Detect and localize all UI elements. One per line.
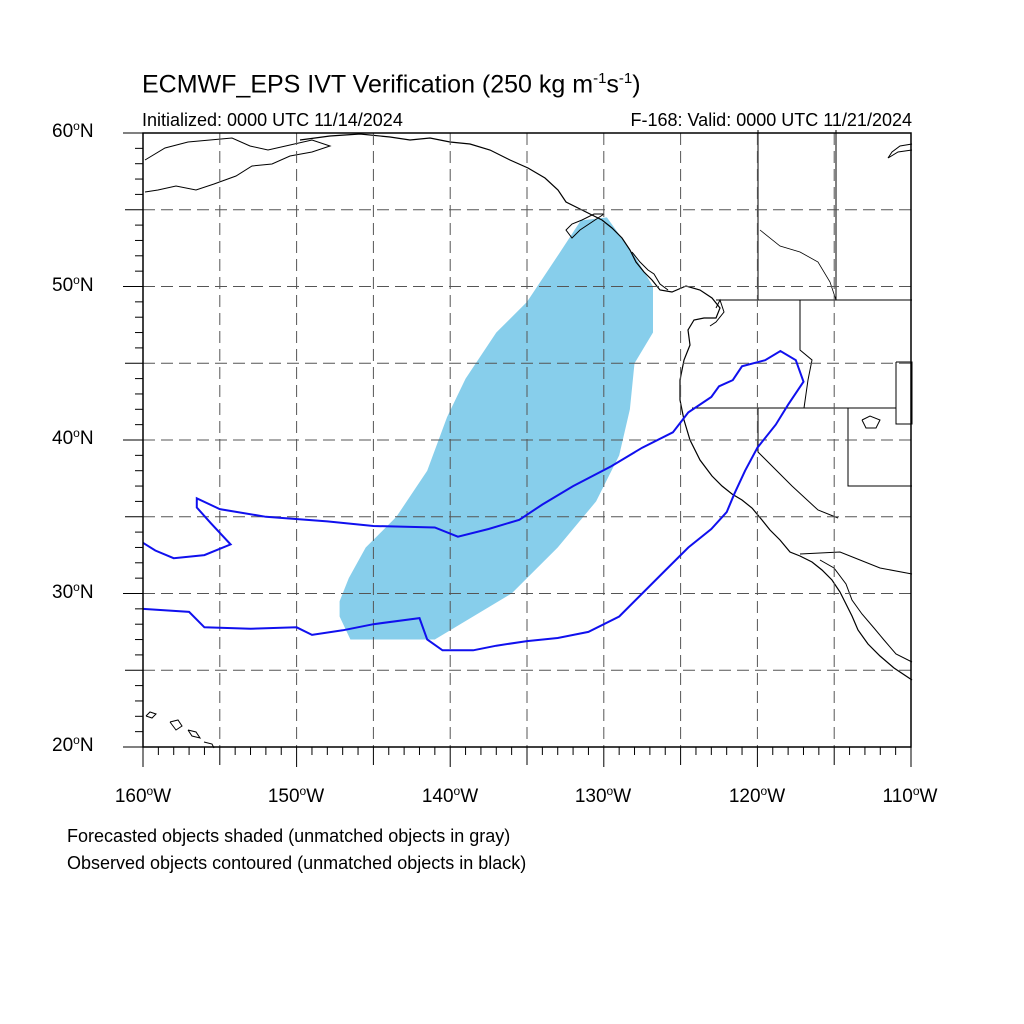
lon-label: 150oW <box>267 784 325 807</box>
forecast-note: Forecasted objects shaded (unmatched obj… <box>67 826 511 846</box>
lon-label: 110oW <box>882 784 938 807</box>
observed-note: Observed objects contoured (unmatched ob… <box>67 853 527 873</box>
forecast-objects-layer <box>339 217 653 640</box>
map-title: ECMWF_EPS IVT Verification (250 kg m-1s-… <box>142 70 641 99</box>
valid-time: F-168: Valid: 0000 UTC 11/21/2024 <box>630 110 912 130</box>
lat-label: 40oN <box>52 426 94 449</box>
lat-label: 30oN <box>52 580 94 603</box>
lon-label: 130oW <box>574 784 632 807</box>
lat-label: 60oN <box>52 119 94 142</box>
lat-label: 50oN <box>52 273 94 296</box>
initialized-time: Initialized: 0000 UTC 11/14/2024 <box>142 110 403 130</box>
lat-label: 20oN <box>52 733 94 756</box>
lon-label: 120oW <box>728 784 786 807</box>
lon-label: 160oW <box>114 784 172 807</box>
gridlines-layer <box>143 133 911 747</box>
lon-label: 140oW <box>421 784 479 807</box>
forecast-object <box>339 217 653 640</box>
observed-object-contour <box>142 349 805 652</box>
political-borders-layer <box>692 130 913 575</box>
tick-marks-layer <box>123 132 912 767</box>
coastlines-layer <box>144 133 913 749</box>
observed-objects-layer <box>142 349 805 652</box>
